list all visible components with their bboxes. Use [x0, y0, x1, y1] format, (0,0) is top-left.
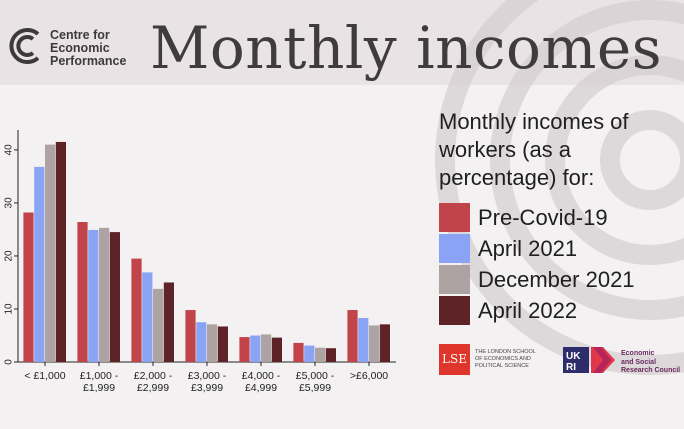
ukri-logo: UK RI Economic and Social Research Counc…: [563, 345, 681, 379]
bar: [153, 288, 164, 362]
legend-title: Monthly incomes of workers (as a percent…: [439, 109, 629, 190]
legend-item-april-2022: April 2022: [439, 295, 635, 326]
bar: [99, 227, 110, 362]
legend-swatch: [439, 203, 470, 232]
legend-label: April 2022: [478, 297, 578, 323]
bar: [163, 282, 174, 362]
y-tick-label: 20: [4, 250, 15, 262]
bar: [196, 322, 207, 362]
bar: [358, 317, 369, 362]
ukri-text: Economic and Social Research Council: [621, 350, 681, 374]
x-tick-label: £4,999: [245, 382, 277, 394]
bar: [131, 258, 142, 362]
legend-item-pre-covid: Pre-Covid-19: [439, 202, 635, 233]
bar: [347, 310, 358, 362]
bar: [217, 326, 228, 362]
x-tick-label: £4,000 -: [242, 370, 281, 382]
legend: Pre-Covid-19 April 2021 December 2021 Ap…: [439, 202, 635, 326]
org-name: Centre for Economic Performance: [50, 28, 127, 68]
svg-text:UK: UK: [566, 351, 581, 362]
bar: [239, 337, 250, 362]
cep-logo-icon: [9, 28, 40, 64]
bar: [185, 310, 196, 362]
bar: [304, 345, 315, 362]
legend-swatch: [439, 234, 470, 263]
page-title: Monthly incomes: [150, 14, 662, 82]
x-tick-label: £5,000 -: [296, 370, 335, 382]
bar: [88, 229, 99, 362]
x-tick-label: £3,000 -: [188, 370, 227, 382]
bar: [207, 324, 218, 362]
bar: [34, 166, 45, 362]
bar: [45, 144, 56, 362]
bar: [55, 141, 66, 362]
legend-swatch: [439, 265, 470, 294]
x-tick-label: £2,999: [137, 382, 169, 394]
bar: [271, 337, 282, 362]
lse-logo: LSE THE LONDON SCHOOL OF ECONOMICS AND P…: [439, 344, 559, 378]
x-tick-label: < £1,000: [24, 370, 65, 382]
lse-text: THE LONDON SCHOOL OF ECONOMICS AND POLIT…: [475, 349, 536, 369]
legend-label: April 2021: [478, 235, 578, 261]
x-tick-label: >£6,000: [350, 370, 388, 382]
ukri-mark-icon: UK RI: [563, 347, 615, 373]
bar: [315, 347, 326, 362]
bar: [142, 272, 153, 362]
bar: [369, 325, 380, 362]
x-tick-label: £1,000 -: [80, 370, 119, 382]
bar: [23, 212, 34, 362]
legend-item-april-2021: April 2021: [439, 233, 635, 264]
bar: [261, 334, 272, 362]
legend-label: December 2021: [478, 266, 635, 292]
bar: [109, 232, 120, 362]
x-tick-label: £3,999: [191, 382, 223, 394]
y-tick-label: 40: [4, 144, 15, 156]
legend-swatch: [439, 296, 470, 325]
y-tick-label: 0: [4, 359, 15, 365]
bar: [77, 222, 88, 362]
bar: [379, 324, 390, 362]
y-tick-label: 30: [4, 197, 15, 209]
x-tick-label: £5,999: [299, 382, 331, 394]
x-tick-label: £2,000 -: [134, 370, 173, 382]
y-tick-label: 10: [4, 303, 15, 315]
svg-text:RI: RI: [566, 362, 576, 373]
bar: [250, 335, 261, 362]
legend-item-december-2021: December 2021: [439, 264, 635, 295]
lse-mark: LSE: [439, 344, 470, 375]
bar: [325, 348, 336, 362]
x-tick-label: £1,999: [83, 382, 115, 394]
bar: [293, 342, 304, 362]
legend-label: Pre-Covid-19: [478, 204, 608, 230]
